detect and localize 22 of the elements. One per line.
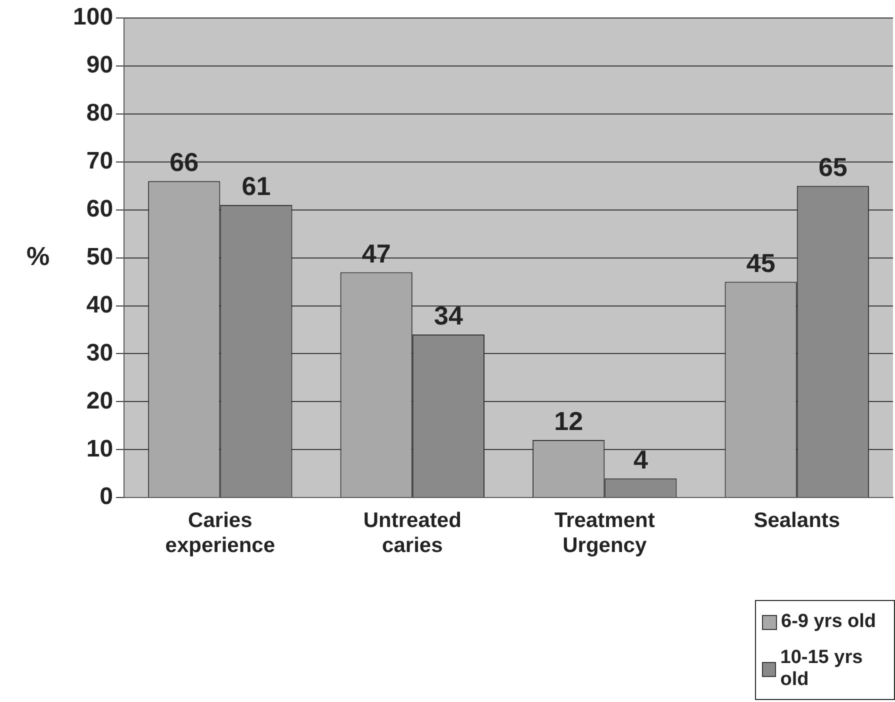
legend-label: 10-15 yrs old: [780, 647, 864, 691]
data-label: 4: [633, 444, 648, 475]
data-label: 34: [434, 300, 464, 331]
y-tick-label: 80: [86, 100, 114, 127]
legend-label: 6-9 yrs old: [781, 611, 876, 633]
y-tick-label: 20: [86, 387, 114, 414]
x-tick-label: Caries experience: [165, 508, 276, 558]
x-tick-label: Sealants: [754, 508, 840, 532]
y-tick-label: 50: [86, 243, 114, 270]
y-tick-label: 70: [86, 148, 114, 175]
x-tick-label: Treatment Urgency: [554, 508, 655, 558]
y-tick-label: 40: [86, 291, 114, 318]
y-tick-label: 100: [72, 4, 114, 31]
y-tick-label: 90: [86, 52, 114, 79]
y-axis-title: %: [26, 240, 50, 271]
y-tick-label: 30: [86, 339, 114, 366]
data-label: 61: [242, 171, 271, 202]
y-tick-label: 60: [86, 195, 114, 222]
data-label: 12: [554, 406, 584, 436]
y-tick-label: 0: [100, 483, 114, 510]
y-tick-label: 10: [86, 435, 114, 462]
x-tick-label: Untreated caries: [363, 508, 462, 558]
